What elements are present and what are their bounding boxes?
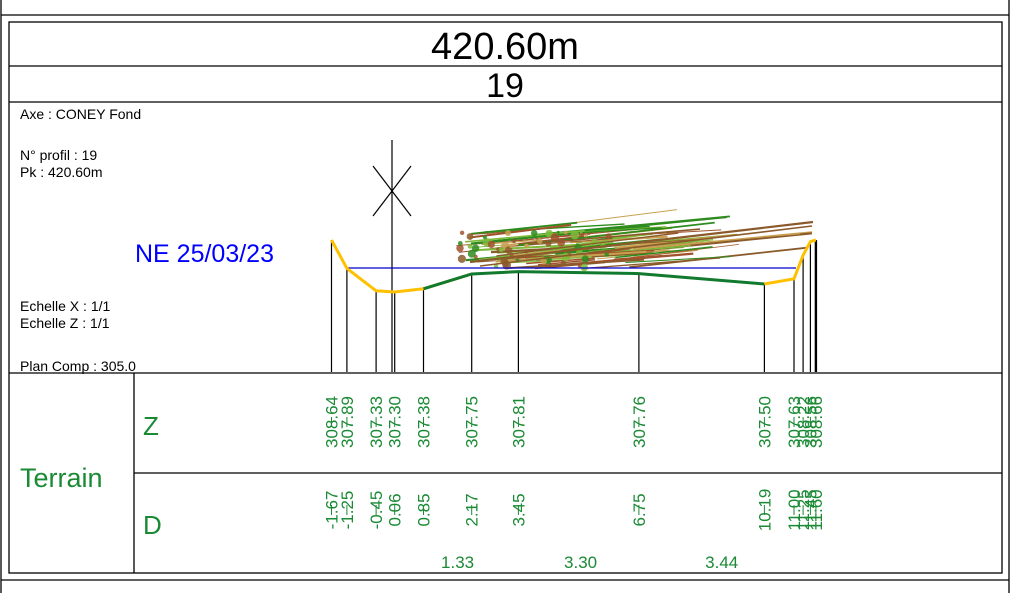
vegetation-leaf xyxy=(536,238,543,244)
vegetation-leaf xyxy=(545,240,552,247)
vegetation-stroke xyxy=(510,249,561,257)
vegetation-leaf xyxy=(540,258,547,265)
vegetation-leaf xyxy=(493,264,499,269)
vegetation-leaf xyxy=(604,252,609,257)
vegetation-stroke xyxy=(479,225,813,267)
distance-title: 420.60m xyxy=(431,26,579,68)
partial-distances: 1.33 3.30 3.44 xyxy=(441,553,738,572)
vegetation-leaf xyxy=(560,260,567,266)
vegetation-leaf xyxy=(531,229,538,237)
vegetation-leaf xyxy=(466,233,474,240)
vegetation-leaf xyxy=(505,246,513,254)
vegetation-stroke xyxy=(470,223,572,239)
partial-distance: 3.30 xyxy=(564,553,597,572)
partial-distance: 3.44 xyxy=(705,553,738,572)
vegetation-stroke xyxy=(479,241,614,261)
vegetation-leaf xyxy=(456,244,464,252)
vegetation-leaf xyxy=(487,240,495,248)
terrain-label: Terrain xyxy=(20,463,103,493)
vegetation-stroke xyxy=(615,246,713,259)
water-level-label: NE 25/03/23 xyxy=(135,240,274,268)
vegetation-stroke xyxy=(495,250,647,263)
vegetation-leaf xyxy=(509,243,514,249)
vegetation-leaf xyxy=(482,235,487,240)
partial-distance: 1.33 xyxy=(441,553,474,572)
pk-label: Pk : 420.60m xyxy=(20,164,103,180)
d-values: -1.67-1.25 -0.45 0.06 0.85 2.17 3.45 6.75 10.19… xyxy=(323,489,826,532)
vegetation-stroke xyxy=(508,258,645,270)
vegetation-stroke xyxy=(591,251,654,258)
riverbed-profile xyxy=(423,270,765,291)
vegetation-stroke xyxy=(582,227,662,234)
vegetation-leaf xyxy=(457,241,463,246)
vegetation-stroke xyxy=(582,257,721,270)
vegetation-leaf xyxy=(498,247,504,253)
vegetation-debris xyxy=(456,209,814,272)
vegetation-leaf xyxy=(511,238,517,244)
vegetation-stroke xyxy=(469,220,814,264)
plan-comp-label: Plan Comp : 305.0 xyxy=(20,358,136,374)
scale-x-label: Echelle X : 1/1 xyxy=(20,298,110,314)
vegetation-leaf xyxy=(581,255,589,263)
vegetation-stroke xyxy=(607,244,739,261)
vegetation-leaf xyxy=(592,238,596,243)
vegetation-leaf xyxy=(584,233,588,238)
vegetation-leaf xyxy=(459,230,465,235)
z-row-label: Z xyxy=(143,411,159,441)
vegetation-leaf xyxy=(467,249,476,258)
point-lines xyxy=(330,240,818,372)
profile-number-title: 19 xyxy=(486,67,524,105)
vegetation-leaf xyxy=(557,238,565,247)
vegetation-leaf xyxy=(467,243,473,249)
vegetation-leaf xyxy=(550,233,560,242)
vegetation-leaf xyxy=(510,252,514,257)
vegetation-stroke xyxy=(621,233,800,250)
vegetation-leaf xyxy=(524,250,529,254)
vegetation-leaf xyxy=(524,243,528,248)
vegetation-leaf xyxy=(505,230,511,236)
d-row-label: D xyxy=(143,510,162,540)
profile-no-label: N° profil : 19 xyxy=(20,147,97,163)
vegetation-leaf xyxy=(457,254,466,263)
vegetation-leaf xyxy=(561,252,571,262)
direction-icon xyxy=(372,140,412,372)
vegetation-leaf xyxy=(556,230,560,234)
info-block: Axe : CONEY Fond N° profil : 19 Pk : 420… xyxy=(20,106,141,374)
vegetation-leaf xyxy=(563,230,568,235)
left-bank-profile xyxy=(330,239,473,294)
axis-label: Axe : CONEY Fond xyxy=(20,106,141,122)
vegetation-leaf xyxy=(605,233,612,240)
vegetation-stroke xyxy=(625,255,732,264)
vegetation-leaf xyxy=(570,230,580,240)
vegetation-stroke xyxy=(570,235,668,244)
right-bank-profile xyxy=(764,238,817,286)
scale-z-label: Echelle Z : 1/1 xyxy=(20,315,110,331)
